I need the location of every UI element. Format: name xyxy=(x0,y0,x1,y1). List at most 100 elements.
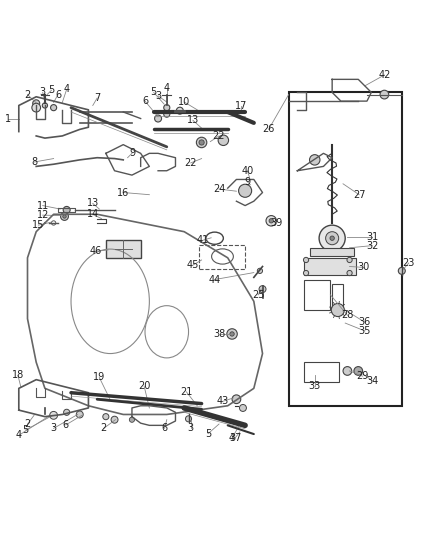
Text: 5: 5 xyxy=(22,425,28,435)
Circle shape xyxy=(33,100,40,107)
Text: 18: 18 xyxy=(12,370,24,381)
Text: 13: 13 xyxy=(187,115,199,125)
Circle shape xyxy=(185,416,191,422)
Text: 1: 1 xyxy=(5,114,11,124)
Text: 4: 4 xyxy=(229,433,235,443)
Circle shape xyxy=(354,367,363,375)
Circle shape xyxy=(259,286,266,293)
Text: 22: 22 xyxy=(184,158,197,168)
Text: 16: 16 xyxy=(117,188,129,198)
Text: 6: 6 xyxy=(162,423,168,433)
Circle shape xyxy=(310,155,320,165)
Text: 32: 32 xyxy=(366,240,378,251)
Circle shape xyxy=(60,213,68,220)
Bar xyxy=(304,279,330,310)
Text: 20: 20 xyxy=(138,381,150,391)
Text: 11: 11 xyxy=(37,200,49,211)
Circle shape xyxy=(50,104,57,111)
Text: 40: 40 xyxy=(241,166,254,176)
Text: 41: 41 xyxy=(196,236,208,245)
Text: 6: 6 xyxy=(55,90,61,100)
Text: 44: 44 xyxy=(208,274,221,285)
Text: 19: 19 xyxy=(93,373,106,383)
Text: 10: 10 xyxy=(178,97,190,107)
Text: 2: 2 xyxy=(101,423,107,433)
Text: 5: 5 xyxy=(48,85,55,95)
Circle shape xyxy=(330,236,334,240)
Text: 14: 14 xyxy=(87,209,99,219)
Text: 34: 34 xyxy=(366,376,378,385)
Text: 6: 6 xyxy=(63,420,69,430)
Text: 9: 9 xyxy=(129,148,135,158)
Bar xyxy=(289,92,402,406)
Bar xyxy=(311,248,354,256)
Text: 26: 26 xyxy=(262,124,275,134)
Text: 3: 3 xyxy=(40,87,46,98)
Text: 3: 3 xyxy=(187,423,194,433)
Circle shape xyxy=(64,409,70,415)
Text: 43: 43 xyxy=(216,397,229,407)
Circle shape xyxy=(398,268,405,274)
Circle shape xyxy=(343,367,352,375)
Text: 27: 27 xyxy=(353,190,365,200)
Circle shape xyxy=(49,411,57,419)
Polygon shape xyxy=(106,240,141,258)
Text: 35: 35 xyxy=(359,326,371,336)
Circle shape xyxy=(103,414,109,419)
Circle shape xyxy=(240,405,247,411)
Text: 45: 45 xyxy=(187,260,199,270)
Circle shape xyxy=(239,184,252,197)
Circle shape xyxy=(304,257,309,263)
Circle shape xyxy=(232,395,241,403)
Circle shape xyxy=(155,115,162,122)
Bar xyxy=(304,258,356,275)
Text: 33: 33 xyxy=(309,381,321,391)
Circle shape xyxy=(164,111,170,117)
Circle shape xyxy=(76,411,83,418)
Circle shape xyxy=(63,215,66,218)
Text: 4: 4 xyxy=(64,84,70,94)
Text: 22: 22 xyxy=(213,131,225,141)
Text: 12: 12 xyxy=(36,210,49,220)
Bar xyxy=(304,362,339,382)
Text: 30: 30 xyxy=(357,262,370,272)
Text: 8: 8 xyxy=(31,157,37,167)
Text: 29: 29 xyxy=(357,371,369,381)
Circle shape xyxy=(111,416,118,423)
Text: 31: 31 xyxy=(366,232,378,242)
Circle shape xyxy=(319,225,345,251)
Text: 4: 4 xyxy=(164,83,170,93)
Text: 38: 38 xyxy=(214,328,226,338)
Text: 2: 2 xyxy=(25,90,31,100)
Text: 15: 15 xyxy=(32,220,45,230)
Circle shape xyxy=(177,107,184,114)
Circle shape xyxy=(129,417,134,422)
Text: 5: 5 xyxy=(205,429,211,439)
Circle shape xyxy=(230,332,234,336)
Circle shape xyxy=(32,103,41,112)
Text: 17: 17 xyxy=(235,101,247,111)
Text: 7: 7 xyxy=(94,93,100,103)
Circle shape xyxy=(347,257,352,263)
Text: 25: 25 xyxy=(252,290,265,300)
Circle shape xyxy=(266,215,276,226)
Bar xyxy=(332,284,343,312)
Text: 21: 21 xyxy=(180,387,193,397)
Text: 13: 13 xyxy=(87,198,99,208)
Circle shape xyxy=(304,270,309,276)
Circle shape xyxy=(63,206,70,213)
Bar xyxy=(199,245,245,269)
Circle shape xyxy=(331,303,344,317)
Text: 9: 9 xyxy=(244,176,251,187)
Circle shape xyxy=(269,219,273,223)
Circle shape xyxy=(347,270,352,276)
Circle shape xyxy=(164,104,170,111)
Circle shape xyxy=(196,137,207,148)
Circle shape xyxy=(227,329,237,339)
Circle shape xyxy=(257,268,262,273)
Text: 3: 3 xyxy=(50,423,57,433)
Text: 2: 2 xyxy=(25,419,31,429)
Text: 6: 6 xyxy=(142,96,148,106)
Circle shape xyxy=(199,140,204,145)
Circle shape xyxy=(380,90,389,99)
